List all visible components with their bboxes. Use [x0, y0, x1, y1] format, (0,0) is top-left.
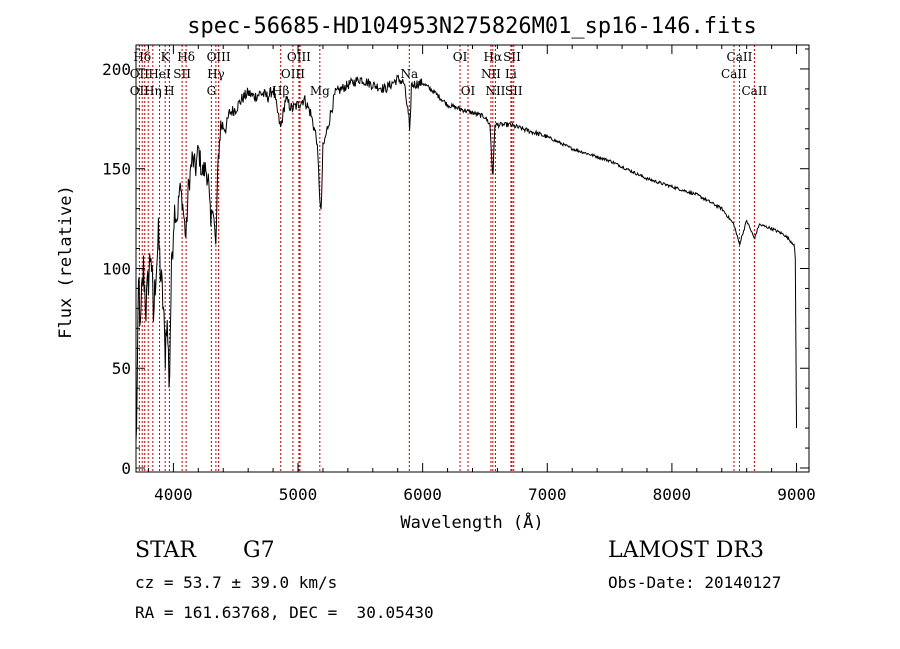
- marker-label: SII: [503, 50, 521, 64]
- x-tick-label: 4000: [154, 485, 193, 504]
- plot-frame: [135, 44, 810, 473]
- marker-label: G: [207, 84, 217, 98]
- x-tick-label: 6000: [403, 485, 442, 504]
- marker-label: OI: [453, 50, 468, 64]
- observation-date: Obs-Date: 20140127: [608, 573, 782, 592]
- marker-label: NII: [481, 67, 501, 81]
- marker-label: OII: [130, 84, 150, 98]
- marker-label: Hη: [144, 84, 162, 98]
- marker-label: Hδ: [177, 50, 195, 64]
- marker-label: Hδ: [133, 50, 151, 64]
- axis-ticks-group: 4000 5000 6000 7000 8000 9000 0 50 100 150 200: [102, 45, 816, 504]
- marker-label: Mg: [310, 84, 330, 98]
- y-tick-label: 200: [102, 60, 131, 79]
- marker-label: OI: [461, 84, 476, 98]
- x-tick-label: 5000: [279, 485, 318, 504]
- redshift-velocity: cz = 53.7 ± 39.0 km/s: [135, 573, 338, 592]
- y-tick-label: 50: [112, 359, 131, 378]
- marker-label: CaII: [727, 50, 753, 64]
- marker-label: OIII: [287, 50, 311, 64]
- y-tick-label: 150: [102, 160, 131, 179]
- coordinates: RA = 161.63768, DEC = 30.05430: [135, 603, 434, 622]
- marker-label: HeI: [148, 67, 171, 81]
- x-axis-label: Wavelength (Å): [400, 511, 543, 533]
- marker-label: CaII: [721, 67, 747, 81]
- chart-title: spec-56685-HD104953N275826M01_sp16-146.f…: [187, 14, 757, 39]
- x-tick-label: 9000: [777, 485, 816, 504]
- spectrum-line: [135, 74, 797, 442]
- marker-lines-group: [138, 45, 755, 472]
- marker-label: Na: [400, 67, 418, 81]
- object-class: STAR: [135, 538, 196, 563]
- object-subclass: G7: [243, 538, 275, 563]
- marker-label: Hα: [484, 50, 503, 64]
- y-axis-label: Flux (relative): [56, 185, 76, 339]
- x-tick-label: 8000: [653, 485, 692, 504]
- marker-label: K: [161, 50, 171, 64]
- marker-label: SII: [505, 84, 523, 98]
- marker-label: Hβ: [272, 84, 289, 98]
- x-tick-label: 7000: [528, 485, 567, 504]
- marker-label: CaII: [741, 84, 767, 98]
- y-tick-label: 100: [102, 259, 131, 278]
- marker-label: OII: [130, 67, 150, 81]
- marker-label: OIII: [281, 67, 305, 81]
- marker-label: SII: [173, 67, 191, 81]
- y-tick-label: 0: [121, 459, 131, 478]
- marker-label: Li: [505, 67, 517, 81]
- marker-label: NII: [485, 84, 505, 98]
- marker-label: OIII: [207, 50, 231, 64]
- survey-name: LAMOST DR3: [608, 538, 764, 563]
- marker-label: H: [164, 84, 174, 98]
- marker-label: Hγ: [207, 67, 225, 81]
